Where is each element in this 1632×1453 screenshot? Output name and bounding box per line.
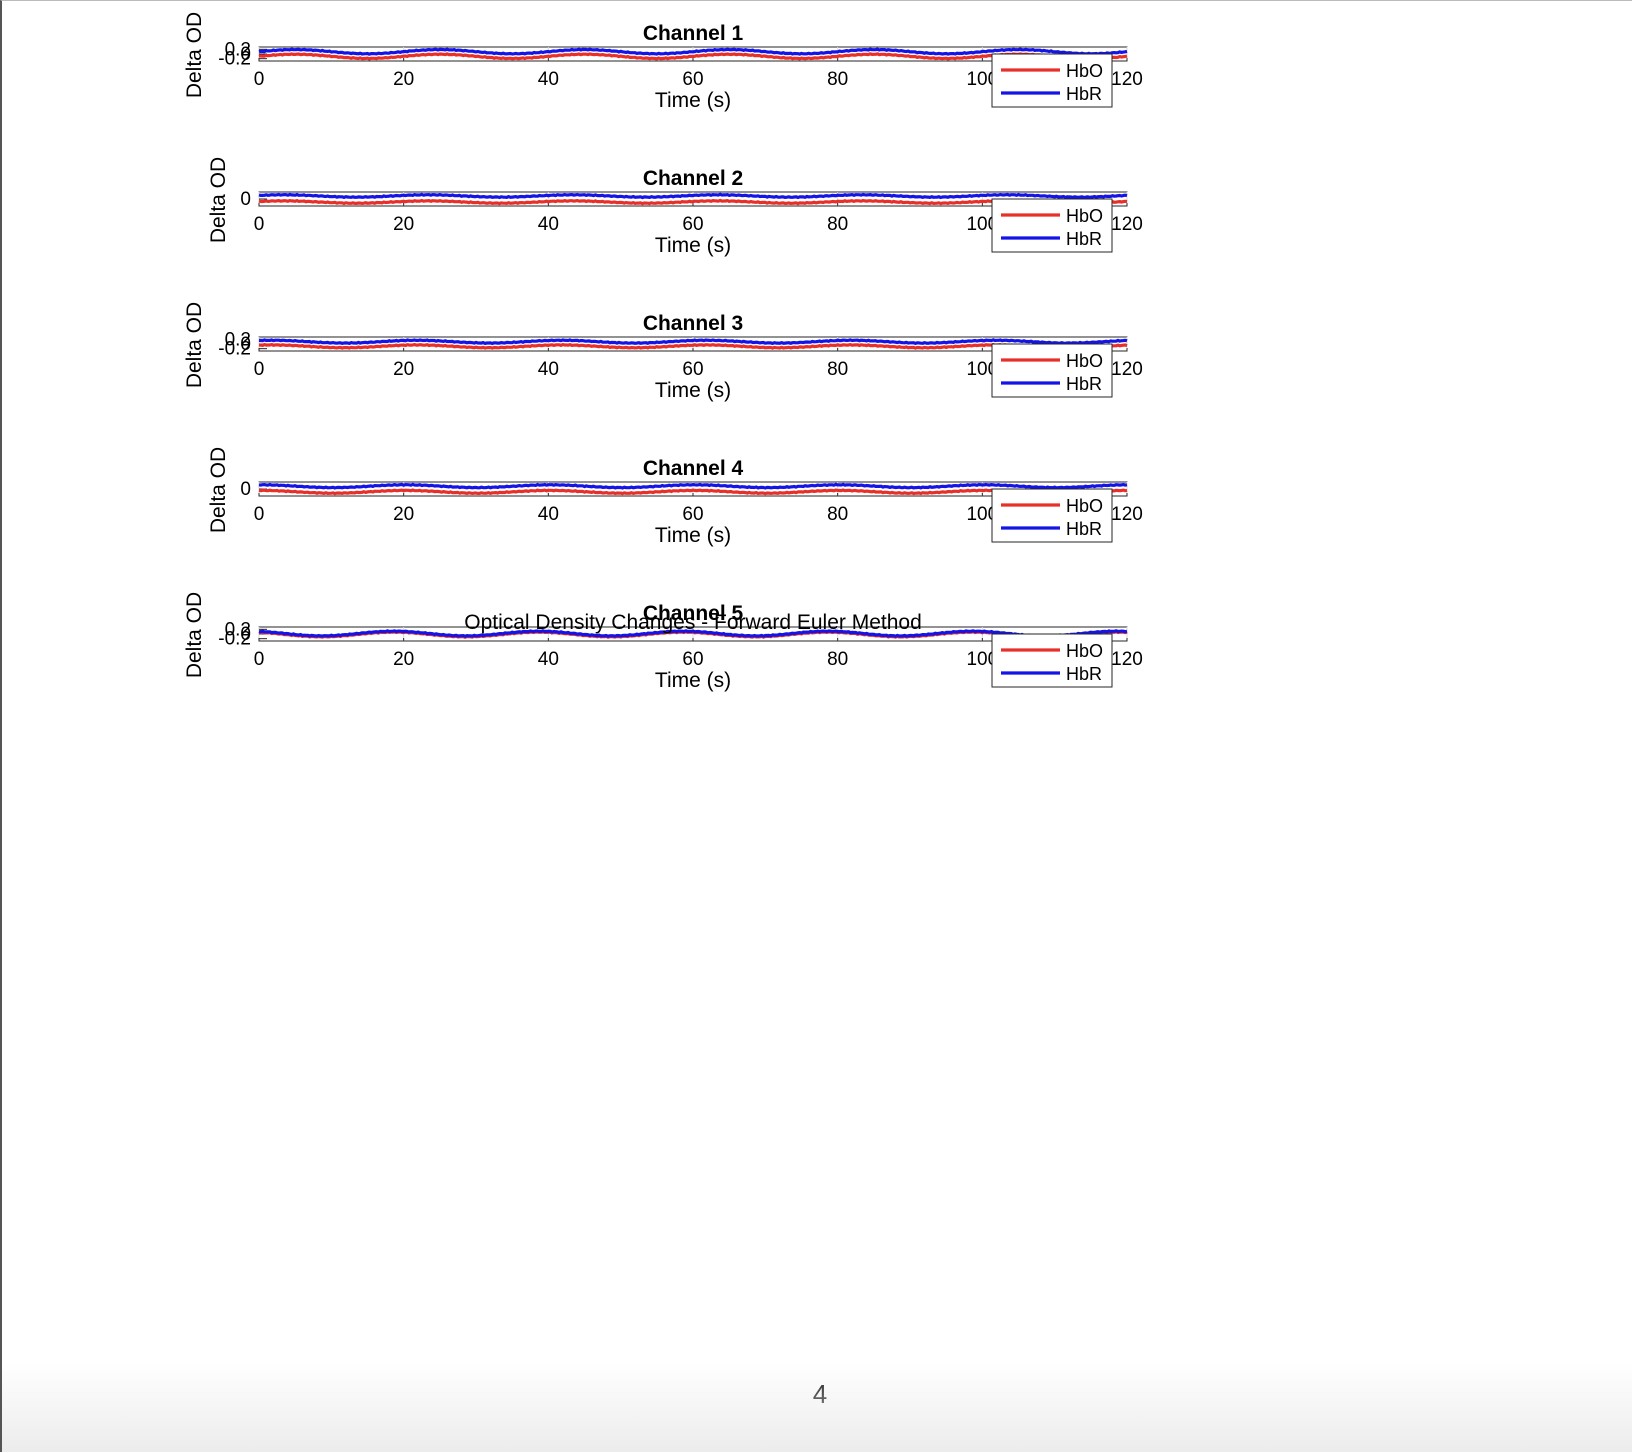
x-tick-label: 100 (966, 69, 998, 90)
x-tick-label: 0 (254, 214, 265, 235)
y-tick-label: 0.2 (225, 329, 251, 350)
x-tick-label: 80 (827, 504, 848, 525)
legend-label-hbr: HbR (1066, 229, 1102, 249)
legend-label-hbr: HbR (1066, 84, 1102, 104)
subplot-channel-5: 0 20 40 60 80 100 120 -0.200.2 Channel 5Optical … (183, 592, 1143, 692)
x-axis-label: Time (s) (655, 89, 731, 112)
y-axis-label: Delta OD (183, 302, 206, 388)
subplot-title: Channel 4 (643, 457, 744, 480)
subplot-channel-4: 0 20 40 60 80 100 120 0 Channel 4 Time (s) Delta O… (207, 447, 1143, 547)
subplot-title: Channel 3 (643, 312, 743, 335)
x-tick-label: 120 (1111, 69, 1143, 90)
y-tick-label: 0 (240, 334, 251, 355)
legend-label-hbr: HbR (1066, 664, 1102, 684)
series-line-hbo (258, 342, 1128, 350)
x-tick-label: 80 (827, 359, 848, 380)
legend-box (991, 343, 1113, 398)
x-tick-label: 80 (827, 69, 848, 90)
y-axis-label: Delta OD (183, 592, 206, 678)
x-axis-label: Time (s) (655, 234, 731, 257)
x-tick-label: 40 (538, 69, 559, 90)
page-bottom-shade (2, 1362, 1632, 1452)
y-tick-label: -0.2 (218, 629, 251, 650)
legend-label-hbo: HbO (1066, 496, 1103, 516)
y-tick-label: 0 (240, 624, 251, 645)
x-tick-label: 60 (682, 69, 703, 90)
x-tick-label: 60 (682, 649, 703, 670)
x-tick-label: 20 (393, 69, 414, 90)
x-tick-label: 100 (966, 504, 998, 525)
y-axis-label: Delta OD (183, 12, 206, 98)
x-tick-label: 120 (1111, 649, 1143, 670)
x-tick-label: 60 (682, 504, 703, 525)
subplot-channel-1: 0 20 40 60 80 100 120 -0.200.2 Channel 1 Time (s)… (183, 12, 1143, 112)
series-line-hbo (258, 198, 1128, 206)
legend-label-hbr: HbR (1066, 374, 1102, 394)
series-line-hbr (258, 482, 1128, 490)
x-tick-label: 100 (966, 359, 998, 380)
x-tick-label: 20 (393, 359, 414, 380)
legend-box (991, 488, 1113, 543)
x-axis-label: Time (s) (655, 524, 731, 547)
series-line-hbr (258, 47, 1128, 56)
legend-label-hbo: HbO (1066, 206, 1103, 226)
x-tick-label: 80 (827, 214, 848, 235)
x-tick-label: 0 (254, 504, 265, 525)
subplot-channel-3: 0 20 40 60 80 100 120 -0.200.2 Channel 3 Time (s)… (183, 302, 1143, 402)
legend: HbO HbR (991, 633, 1113, 688)
x-axis-label: Time (s) (655, 669, 731, 692)
y-tick-label: 0 (240, 479, 251, 500)
legend-label-hbo: HbO (1066, 641, 1103, 661)
x-tick-label: 120 (1111, 214, 1143, 235)
x-tick-label: 40 (538, 214, 559, 235)
x-axis-label: Time (s) (655, 379, 731, 402)
y-tick-label: 0.2 (225, 39, 251, 60)
series-line-hbo (258, 52, 1128, 61)
legend-box (991, 198, 1113, 253)
y-axis-label: Delta OD (207, 447, 230, 533)
legend-label-hbo: HbO (1066, 351, 1103, 371)
x-tick-label: 60 (682, 214, 703, 235)
x-tick-label: 40 (538, 504, 559, 525)
y-tick-label: 0 (240, 44, 251, 65)
y-tick-label: 0.2 (225, 619, 251, 640)
x-tick-label: 120 (1111, 359, 1143, 380)
x-tick-label: 0 (254, 359, 265, 380)
y-tick-label: -0.2 (218, 49, 251, 70)
legend-box (991, 633, 1113, 688)
series-line-hbr (258, 629, 1128, 638)
subplot-channel-2: 0 20 40 60 80 100 120 0 Channel 2 Time (s) Delta O… (207, 157, 1143, 257)
x-tick-label: 20 (393, 214, 414, 235)
y-axis-label: Delta OD (207, 157, 230, 243)
subplot-title: Channel 2 (643, 167, 743, 190)
legend-label-hbo: HbO (1066, 61, 1103, 81)
series-line-hbr (258, 338, 1128, 346)
subplot-title: Channel 1 (643, 22, 744, 45)
legend-label-hbr: HbR (1066, 519, 1102, 539)
y-tick-label: 0 (240, 189, 251, 210)
y-tick-label: -0.2 (218, 339, 251, 360)
x-tick-label: 120 (1111, 504, 1143, 525)
x-tick-label: 100 (966, 649, 998, 670)
x-tick-label: 20 (393, 649, 414, 670)
figure-suptitle: Optical Density Changes - Forward Euler … (464, 611, 922, 634)
x-tick-label: 0 (254, 649, 265, 670)
legend: HbO HbR (991, 488, 1113, 543)
legend: HbO HbR (991, 53, 1113, 108)
subplot-title: Channel 5 (643, 602, 744, 625)
series-line-hbo (258, 488, 1128, 496)
x-tick-label: 100 (966, 214, 998, 235)
x-tick-label: 80 (827, 649, 848, 670)
x-tick-label: 0 (254, 69, 265, 90)
series-line-hbr (258, 192, 1128, 200)
x-tick-label: 40 (538, 359, 559, 380)
legend: HbO HbR (991, 343, 1113, 398)
x-tick-label: 60 (682, 359, 703, 380)
x-tick-label: 40 (538, 649, 559, 670)
legend: HbO HbR (991, 198, 1113, 253)
x-tick-label: 20 (393, 504, 414, 525)
legend-box (991, 53, 1113, 108)
